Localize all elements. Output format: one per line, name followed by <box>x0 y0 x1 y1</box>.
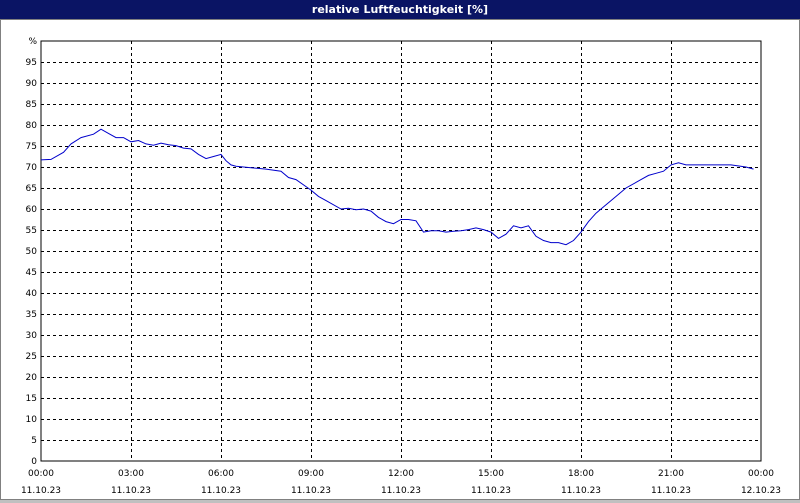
y-tick-label: 95 <box>26 58 37 68</box>
x-tick-time-label: 15:00 <box>478 469 504 479</box>
y-tick-label: 50 <box>26 247 38 257</box>
x-tick-date-label: 12.10.23 <box>741 486 781 496</box>
y-tick-label: 90 <box>26 79 38 89</box>
humidity-series-line <box>40 128 754 246</box>
y-tick-label: 85 <box>26 100 37 110</box>
x-tick-date-label: 11.10.23 <box>651 486 691 496</box>
y-tick-label: 0 <box>31 457 37 467</box>
y-tick-label: 45 <box>26 268 37 278</box>
x-tick-time-label: 09:00 <box>298 469 324 479</box>
y-tick-label: 80 <box>26 121 38 131</box>
x-tick-date-label: 11.10.23 <box>201 486 241 496</box>
y-tick-label: 65 <box>26 184 37 194</box>
x-tick-date-label: 11.10.23 <box>381 486 421 496</box>
x-tick-time-label: 06:00 <box>208 469 234 479</box>
y-tick-label: 35 <box>26 310 37 320</box>
y-tick-label: 10 <box>26 415 38 425</box>
x-tick-date-label: 11.10.23 <box>291 486 331 496</box>
x-tick-time-label: 03:00 <box>118 469 144 479</box>
x-tick-date-label: 11.10.23 <box>21 486 61 496</box>
y-tick-label: 60 <box>26 205 38 215</box>
y-tick-label: 30 <box>26 331 38 341</box>
x-tick-time-label: 12:00 <box>388 469 414 479</box>
x-tick-date-label: 11.10.23 <box>561 486 601 496</box>
y-tick-label: 25 <box>26 352 37 362</box>
x-tick-date-label: 11.10.23 <box>471 486 511 496</box>
y-tick-label: 70 <box>26 163 38 173</box>
x-tick-date-label: 11.10.23 <box>111 486 151 496</box>
humidity-chart: 0 5 10 15 20 25 30 35 40 45 50 55 60 65 70 75 80 85 90 95% 0… <box>21 37 781 496</box>
x-tick-time-label: 21:00 <box>658 469 684 479</box>
chart-title: relative Luftfeuchtigkeit [%] <box>0 0 800 19</box>
x-tick-time-label: 18:00 <box>568 469 594 479</box>
y-tick-label: 20 <box>26 373 38 383</box>
y-tick-label: 40 <box>26 289 38 299</box>
y-tick-label: 5 <box>31 436 37 446</box>
y-tick-label: 75 <box>26 142 37 152</box>
y-axis-label: % <box>28 37 37 47</box>
y-tick-label: 15 <box>26 394 37 404</box>
y-tick-label: 55 <box>26 226 37 236</box>
x-tick-time-label: 00:00 <box>748 469 774 479</box>
plot-frame: 0 5 10 15 20 25 30 35 40 45 50 55 60 65 70 75 80 85 90 95% 0… <box>0 19 800 500</box>
x-tick-time-label: 00:00 <box>28 469 54 479</box>
